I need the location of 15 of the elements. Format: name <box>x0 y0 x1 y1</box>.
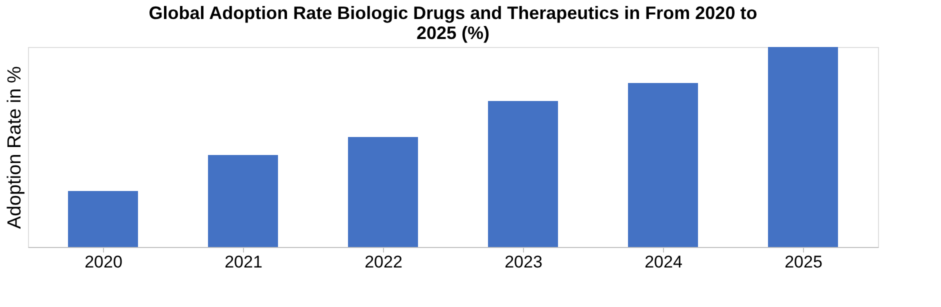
bar <box>768 47 838 247</box>
x-tick-label: 2021 <box>224 252 262 272</box>
bar <box>488 101 558 247</box>
bar <box>628 83 698 247</box>
y-axis-title: Adoption Rate in % <box>4 66 26 229</box>
bar <box>208 155 278 247</box>
x-tick-label: 2025 <box>784 252 822 272</box>
x-tick-label: 2023 <box>504 252 542 272</box>
x-tick-label: 2020 <box>84 252 122 272</box>
x-tick-label: 2024 <box>644 252 682 272</box>
bar <box>68 191 138 247</box>
x-tick-label: 2022 <box>364 252 402 272</box>
text: Global Adoption Rate Biologic Drugs and Therapeutics in From 2020 to <box>148 3 758 23</box>
bar <box>348 137 418 247</box>
text: 2025 (%) <box>416 23 490 43</box>
